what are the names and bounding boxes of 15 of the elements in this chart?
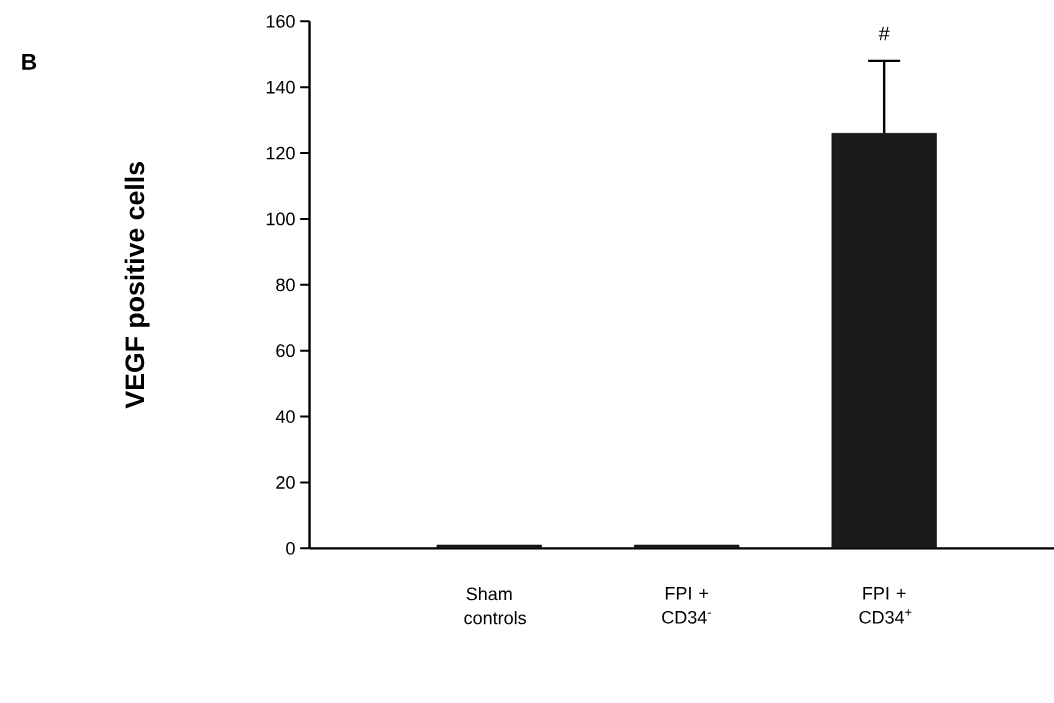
x-tick-label: FPI + CD34$^{-}$: [662, 587, 711, 624]
y-tick-label: 20: [276, 476, 295, 489]
y-tick-label: 160: [266, 14, 295, 28]
x-tick-label: Sham controls: [464, 587, 527, 625]
annotation: #: [878, 26, 890, 41]
text: B: [22, 54, 37, 70]
y-tick-label: 120: [266, 146, 295, 160]
y-tick-label: 60: [276, 344, 295, 358]
y-tick-label: 100: [266, 212, 295, 226]
x-tick-label: FPI + CD34$^{+}$: [859, 587, 912, 624]
y-tick-label: 40: [275, 410, 295, 423]
y-tick-label: 80: [276, 278, 295, 292]
y-tick-label: 0: [286, 541, 295, 555]
y-axis-title: VEGF positive cells: [124, 162, 150, 409]
y-tick-label: 140: [266, 80, 295, 94]
